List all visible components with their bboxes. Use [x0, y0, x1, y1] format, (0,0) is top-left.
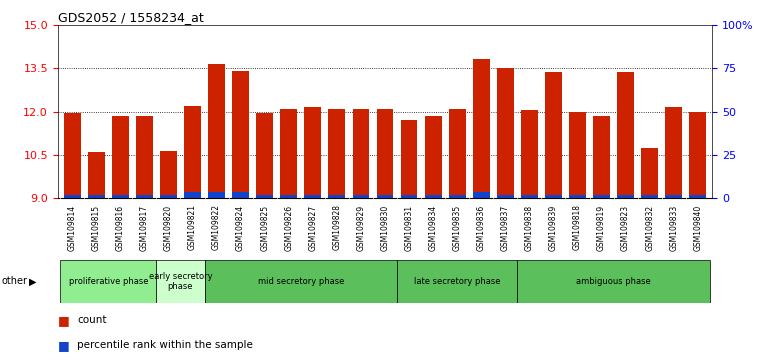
Bar: [473, 59, 490, 198]
Bar: [569, 112, 586, 198]
Text: percentile rank within the sample: percentile rank within the sample: [77, 340, 253, 350]
Bar: [353, 109, 370, 198]
Bar: [497, 195, 514, 198]
Bar: [545, 73, 562, 198]
Bar: [136, 195, 152, 198]
Bar: [425, 116, 441, 198]
Bar: [497, 68, 514, 198]
Bar: [425, 195, 441, 198]
Bar: [521, 110, 537, 198]
Bar: [88, 195, 105, 198]
Bar: [473, 193, 490, 198]
Bar: [208, 64, 225, 198]
Bar: [112, 116, 129, 198]
Bar: [205, 260, 397, 303]
Text: late secretory phase: late secretory phase: [414, 277, 501, 286]
Bar: [665, 195, 682, 198]
Text: count: count: [77, 315, 106, 325]
Text: mid secretory phase: mid secretory phase: [258, 277, 344, 286]
Bar: [256, 195, 273, 198]
Bar: [353, 195, 370, 198]
Text: proliferative phase: proliferative phase: [69, 277, 148, 286]
Bar: [233, 193, 249, 198]
Bar: [280, 109, 297, 198]
Bar: [618, 73, 634, 198]
Bar: [569, 195, 586, 198]
Bar: [112, 195, 129, 198]
Bar: [593, 116, 610, 198]
Bar: [618, 195, 634, 198]
Bar: [397, 260, 517, 303]
Bar: [545, 195, 562, 198]
Bar: [136, 116, 152, 198]
Bar: [593, 195, 610, 198]
Bar: [156, 260, 205, 303]
Bar: [329, 195, 345, 198]
Text: other: other: [2, 276, 28, 286]
Bar: [280, 195, 297, 198]
Bar: [184, 193, 201, 198]
Bar: [329, 109, 345, 198]
Bar: [233, 71, 249, 198]
Bar: [208, 193, 225, 198]
Bar: [641, 148, 658, 198]
Bar: [665, 107, 682, 198]
Bar: [60, 260, 156, 303]
Bar: [160, 150, 177, 198]
Bar: [160, 195, 177, 198]
Text: GDS2052 / 1558234_at: GDS2052 / 1558234_at: [58, 11, 203, 24]
Text: ambiguous phase: ambiguous phase: [576, 277, 651, 286]
Bar: [521, 195, 537, 198]
Bar: [400, 195, 417, 198]
Bar: [304, 107, 321, 198]
Text: ■: ■: [58, 339, 69, 352]
Bar: [689, 195, 706, 198]
Bar: [64, 195, 81, 198]
Bar: [304, 195, 321, 198]
Bar: [689, 112, 706, 198]
Bar: [64, 113, 81, 198]
Bar: [641, 195, 658, 198]
Bar: [400, 120, 417, 198]
Bar: [449, 109, 466, 198]
Bar: [517, 260, 710, 303]
Bar: [256, 113, 273, 198]
Bar: [377, 109, 393, 198]
Text: ■: ■: [58, 314, 69, 327]
Text: early secretory
phase: early secretory phase: [149, 272, 213, 291]
Bar: [377, 195, 393, 198]
Bar: [184, 106, 201, 198]
Bar: [88, 152, 105, 198]
Text: ▶: ▶: [29, 276, 37, 286]
Bar: [449, 195, 466, 198]
